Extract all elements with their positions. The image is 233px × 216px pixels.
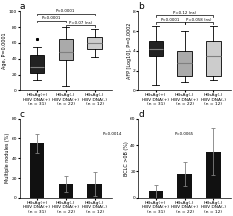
PathPatch shape	[206, 41, 221, 76]
Text: a: a	[20, 2, 25, 11]
Text: P<0.0001: P<0.0001	[56, 9, 75, 13]
Text: P=0.07 (ns): P=0.07 (ns)	[69, 21, 92, 25]
PathPatch shape	[87, 37, 102, 49]
PathPatch shape	[177, 51, 192, 76]
Bar	[177, 174, 192, 198]
Text: b: b	[138, 2, 144, 11]
Bar	[58, 184, 73, 198]
Text: P=0.0001: P=0.0001	[42, 16, 61, 20]
PathPatch shape	[58, 39, 73, 60]
Text: P=0.058 (ns): P=0.058 (ns)	[186, 18, 212, 22]
Text: P=0.12 (ns): P=0.12 (ns)	[173, 11, 196, 15]
PathPatch shape	[30, 55, 44, 73]
Bar	[206, 152, 221, 198]
PathPatch shape	[149, 41, 163, 56]
Bar	[30, 143, 44, 198]
Text: c: c	[20, 110, 25, 119]
Text: P<0.0001: P<0.0001	[161, 18, 180, 22]
Y-axis label: Age, P=0.0001: Age, P=0.0001	[2, 32, 7, 69]
Y-axis label: BCLC >0B (%): BCLC >0B (%)	[124, 141, 129, 176]
Y-axis label: Multiple nodules (%): Multiple nodules (%)	[5, 133, 10, 183]
Bar	[149, 191, 163, 198]
Text: d: d	[138, 110, 144, 119]
Text: P=0.0065: P=0.0065	[175, 132, 194, 136]
Bar	[87, 184, 102, 198]
Text: P=0.0014: P=0.0014	[102, 132, 122, 136]
Y-axis label: AFP [Log10], P=0.0002: AFP [Log10], P=0.0002	[127, 23, 132, 79]
